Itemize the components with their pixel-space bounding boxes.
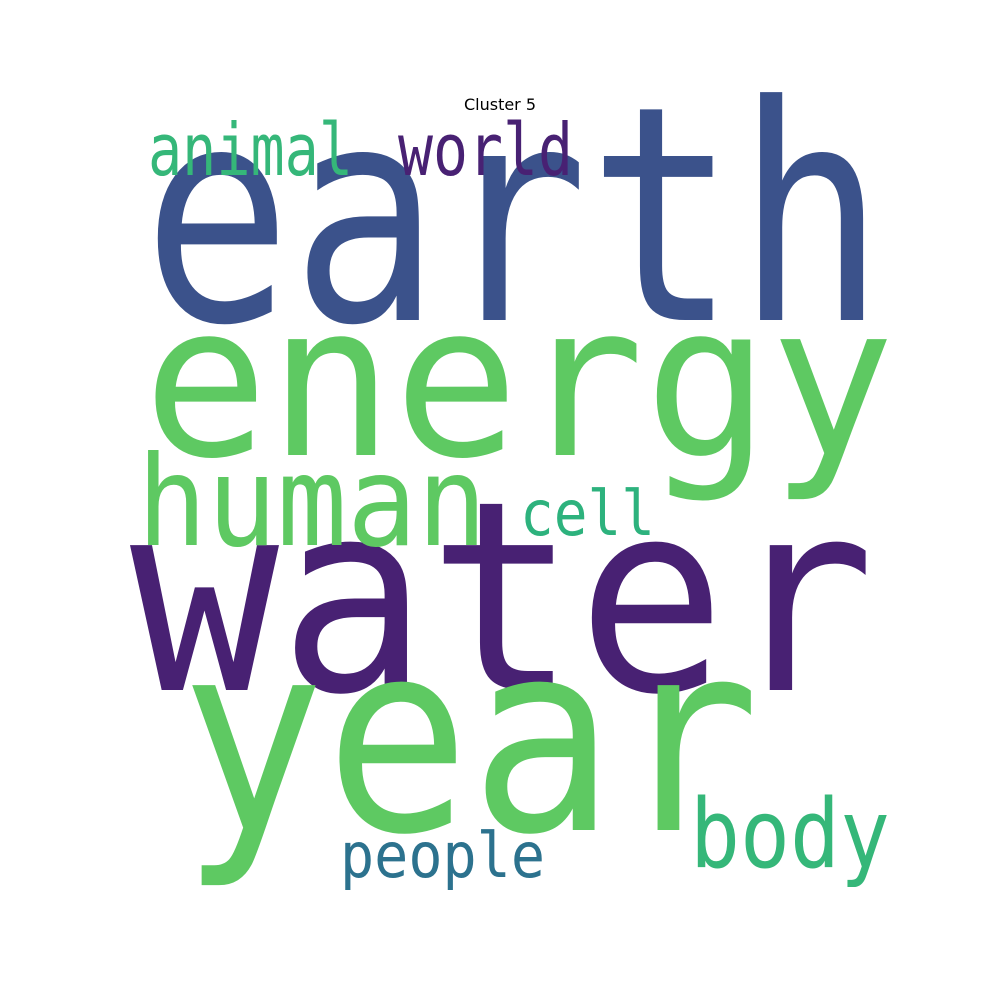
word-world: world xyxy=(398,108,573,192)
word-cell: cell xyxy=(520,477,655,550)
word-people: people xyxy=(340,819,545,892)
word-energy: energy xyxy=(143,258,895,505)
word-year: year xyxy=(180,585,760,893)
word-water: water xyxy=(130,445,875,753)
word-body: body xyxy=(690,780,890,890)
word-animal: animal xyxy=(148,108,353,192)
word-human: human xyxy=(137,430,487,575)
chart-title: Cluster 5 xyxy=(463,95,537,114)
word-earth: earth xyxy=(143,42,885,391)
